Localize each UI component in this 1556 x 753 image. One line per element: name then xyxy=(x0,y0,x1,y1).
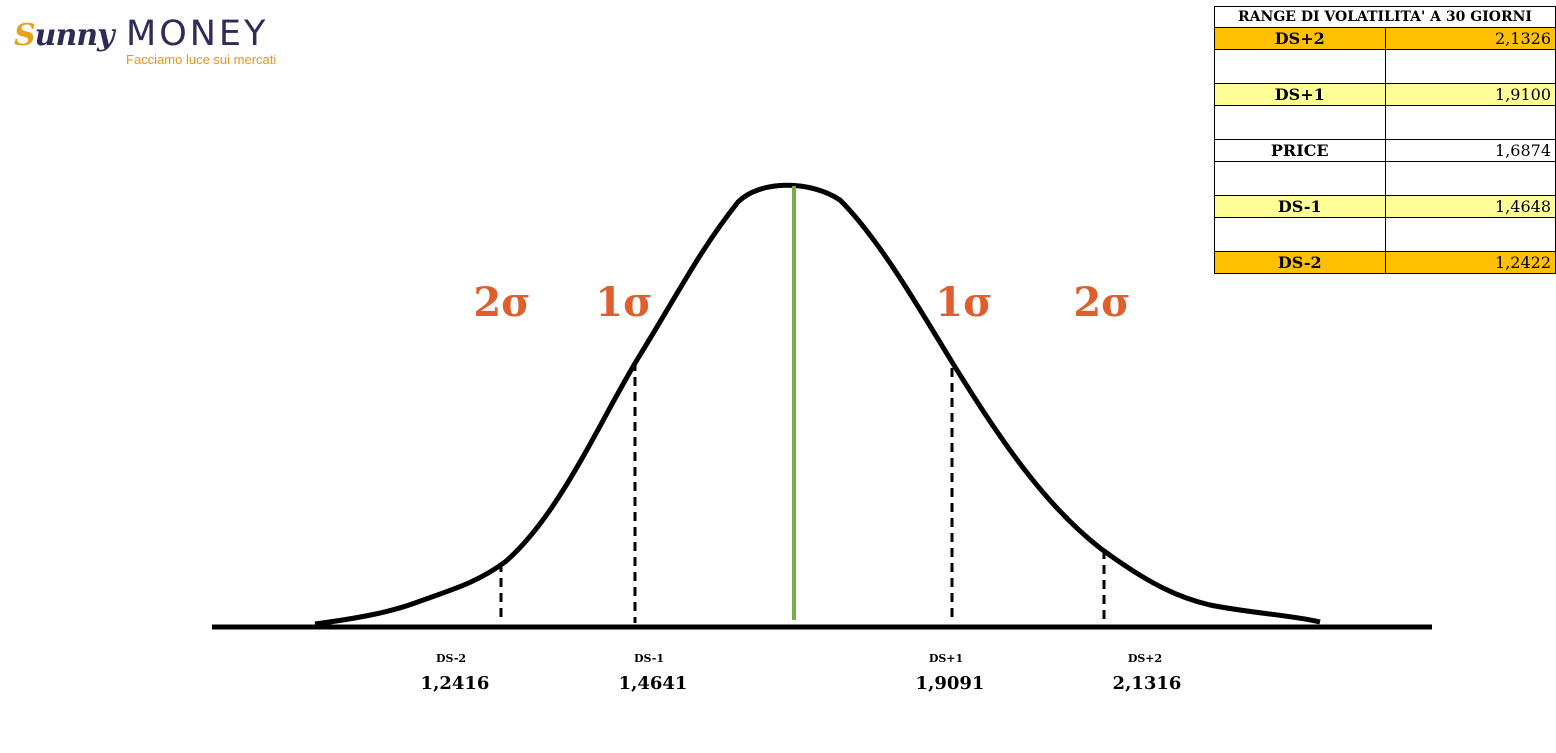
marker-value-ds-plus-1: 1,9091 xyxy=(916,673,985,694)
row-value: 1,6874 xyxy=(1384,139,1556,162)
sigma-label-right-1: 1σ xyxy=(935,279,992,326)
logo-brand-money: MONEY xyxy=(126,14,269,54)
table-row-ds-minus-2: DS-2 1,2422 xyxy=(1214,251,1556,274)
row-label: PRICE xyxy=(1214,139,1386,162)
row-label: DS+1 xyxy=(1214,83,1386,106)
table-header-row: RANGE DI VOLATILITA' A 30 GIORNI xyxy=(1214,6,1556,28)
table-title: RANGE DI VOLATILITA' A 30 GIORNI xyxy=(1214,6,1556,28)
bell-curve xyxy=(314,182,1321,627)
marker-label-ds-plus-2: DS+2 xyxy=(1128,652,1162,665)
marker-label-ds-minus-2: DS-2 xyxy=(436,652,466,665)
marker-label-ds-plus-1: DS+1 xyxy=(929,652,963,665)
logo-brand-sunny: Sunny xyxy=(14,18,115,53)
table-spacer-row xyxy=(1214,161,1556,196)
marker-label-ds-minus-1: DS-1 xyxy=(634,652,664,665)
marker-value-ds-minus-1: 1,4641 xyxy=(619,673,688,694)
volatility-range-table: RANGE DI VOLATILITA' A 30 GIORNI DS+2 2,… xyxy=(1214,6,1556,274)
marker-value-ds-minus-2: 1,2416 xyxy=(421,673,490,694)
sunny-money-logo: Sunny MONEY Facciamo luce sui mercati xyxy=(14,12,284,72)
row-value: 1,9100 xyxy=(1384,83,1556,106)
logo-brand-sunny-tail: unny xyxy=(34,18,115,53)
sigma-label-left-1: 1σ xyxy=(595,279,652,326)
row-value: 1,4648 xyxy=(1384,195,1556,218)
marker-value-ds-plus-2: 2,1316 xyxy=(1113,673,1182,694)
sigma-label-left-2: 2σ xyxy=(473,279,530,326)
table-spacer-row xyxy=(1214,105,1556,140)
table-row-price: PRICE 1,6874 xyxy=(1214,139,1556,162)
table-row-ds-plus-1: DS+1 1,9100 xyxy=(1214,83,1556,106)
table-spacer-row xyxy=(1214,217,1556,252)
row-value: 1,2422 xyxy=(1384,251,1556,274)
table-row-ds-minus-1: DS-1 1,4648 xyxy=(1214,195,1556,218)
logo-tagline: Facciamo luce sui mercati xyxy=(126,52,277,67)
sigma-label-right-2: 2σ xyxy=(1073,279,1130,326)
row-label: DS-2 xyxy=(1214,251,1386,274)
